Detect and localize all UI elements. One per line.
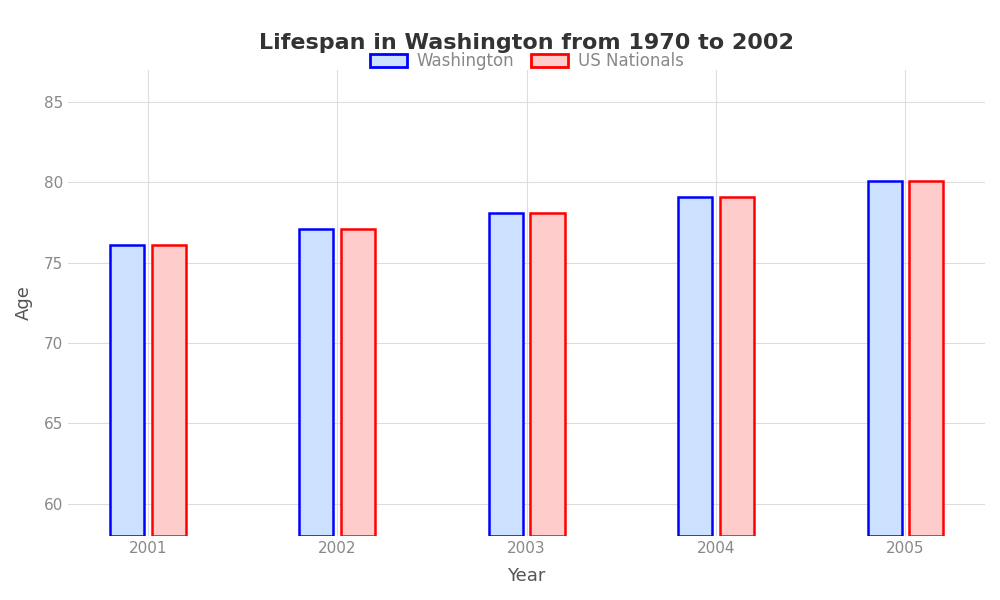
Bar [868,181,902,536]
Bar [341,229,375,536]
Bar [110,245,144,536]
Y-axis label: Age: Age [15,286,33,320]
Bar [909,181,943,536]
Bar [720,197,754,536]
Bar [152,245,186,536]
X-axis label: Year: Year [507,567,546,585]
Title: Lifespan in Washington from 1970 to 2002: Lifespan in Washington from 1970 to 2002 [259,33,794,53]
Bar [299,229,333,536]
Bar [530,213,565,536]
Bar [489,213,523,536]
Bar [678,197,712,536]
Legend: Washington, US Nationals: Washington, US Nationals [363,46,690,77]
